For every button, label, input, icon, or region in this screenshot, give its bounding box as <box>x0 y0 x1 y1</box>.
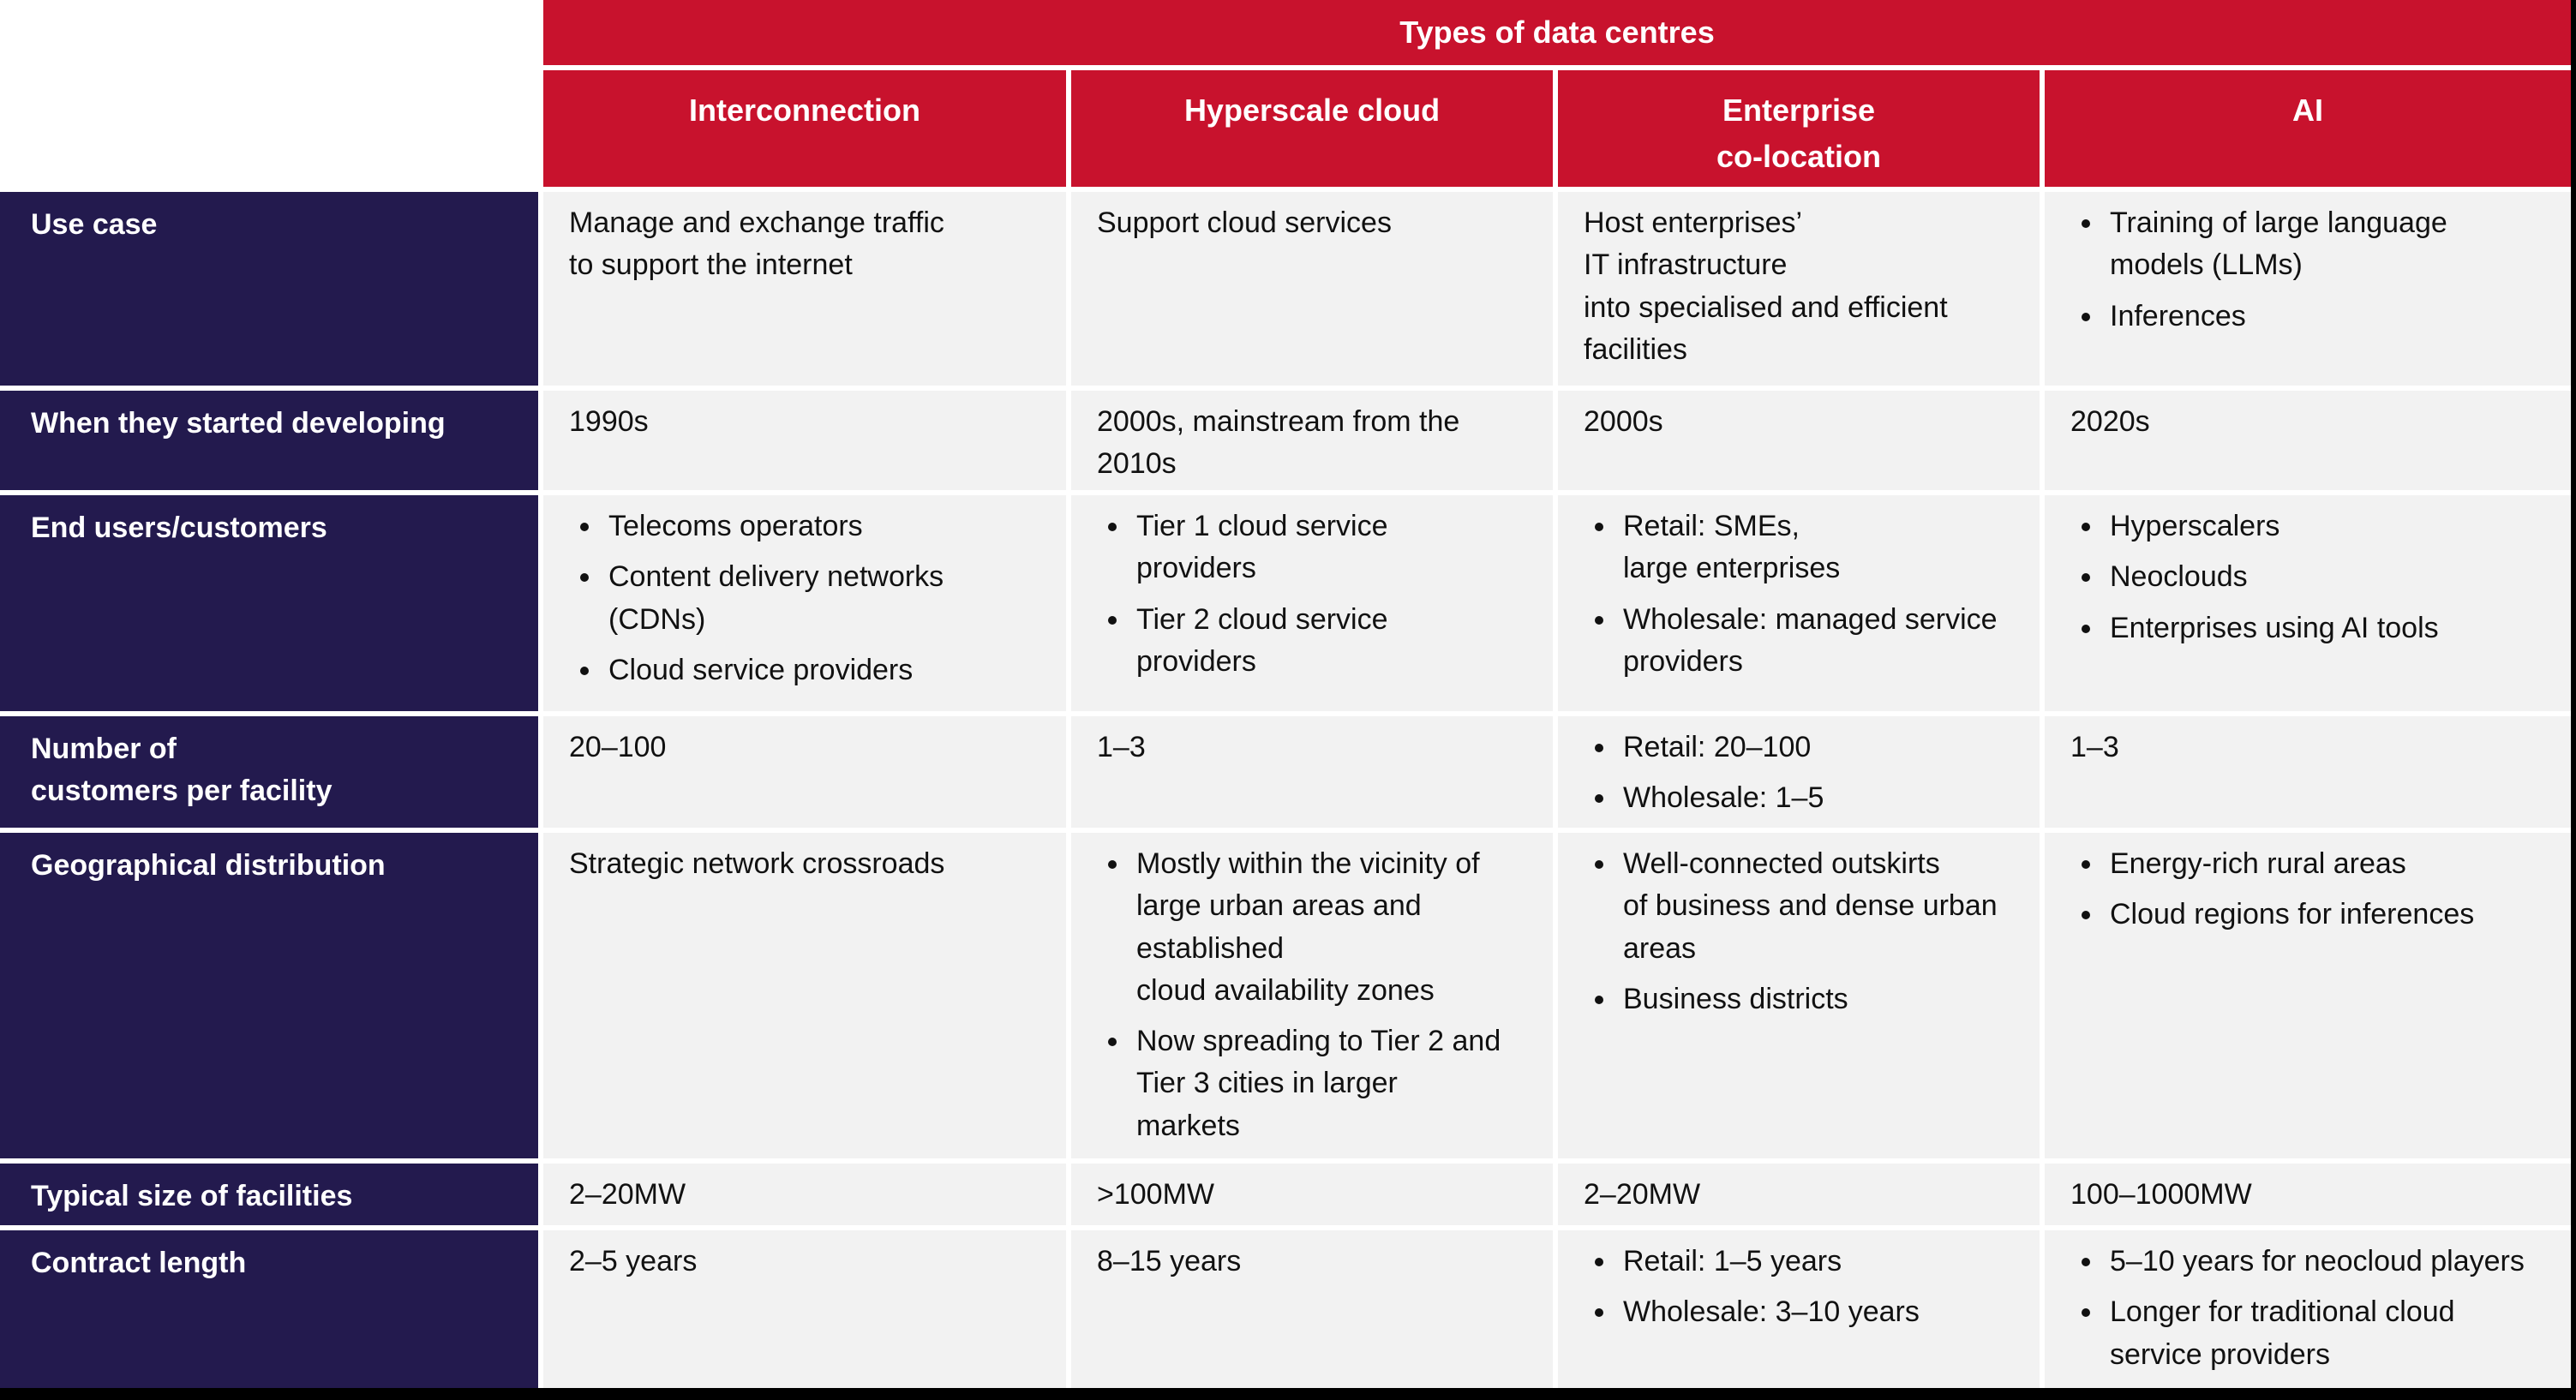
row-label: Geographical distribution <box>0 833 538 1158</box>
bullet-item: Neoclouds <box>2105 556 2547 598</box>
cell-text: 8–15 years <box>1097 1245 1242 1277</box>
table-cell: Training of large language models (LLMs)… <box>2045 192 2571 386</box>
table-cell: Well-connected outskirts of business and… <box>1558 833 2040 1158</box>
bullet-item: Training of large language models (LLMs) <box>2105 202 2547 287</box>
table-cell: 100–1000MW <box>2045 1164 2571 1225</box>
bullet-item: Longer for traditional cloud service pro… <box>2105 1291 2547 1376</box>
table-cell: 1–3 <box>1071 716 1553 828</box>
table-cell: 2000s, mainstream from the 2010s <box>1071 391 1553 490</box>
bullet-list: Energy-rich rural areas Cloud regions for… <box>2070 843 2547 936</box>
column-header-ai: AI <box>2045 70 2571 187</box>
bullet-item: Wholesale: 3–10 years <box>1618 1291 2016 1333</box>
table-cell: Support cloud services <box>1071 192 1553 386</box>
bullet-item: Mostly within the vicinity of large urba… <box>1131 843 1529 1012</box>
table-cell: Strategic network crossroads <box>543 833 1066 1158</box>
bullet-item: Telecoms operators <box>603 506 1042 547</box>
table-cell: 5–10 years for neocloud players Longer fo… <box>2045 1230 2571 1388</box>
bullet-item: Now spreading to Tier 2 and Tier 3 citie… <box>1131 1020 1529 1147</box>
table-cell: Manage and exchange traffic to support t… <box>543 192 1066 386</box>
cell-text: 2000s, mainstream from the 2010s <box>1097 405 1460 481</box>
bullet-item: Wholesale: managed service providers <box>1618 599 2016 684</box>
bullet-item: Retail: 20–100 <box>1618 727 2016 769</box>
bullet-list: Hyperscalers Neoclouds Enterprises using A… <box>2070 506 2547 649</box>
row-label: Number of customers per facility <box>0 716 538 828</box>
bullet-item: Inferences <box>2105 296 2547 338</box>
bullet-item: Cloud regions for inferences <box>2105 894 2547 936</box>
table-cell: 2000s <box>1558 391 2040 490</box>
corner-spacer <box>0 0 538 187</box>
table-cell: 20–100 <box>543 716 1066 828</box>
table-cell: 2020s <box>2045 391 2571 490</box>
bullet-item: Wholesale: 1–5 <box>1618 777 2016 819</box>
table-title: Types of data centres <box>543 0 2571 65</box>
table-cell: Energy-rich rural areas Cloud regions for… <box>2045 833 2571 1158</box>
bullet-item: Business districts <box>1618 978 2016 1020</box>
bullet-list: 5–10 years for neocloud players Longer fo… <box>2070 1241 2547 1376</box>
row-label: Use case <box>0 192 538 386</box>
cell-text: 1–3 <box>2070 731 2119 763</box>
cell-text: 2–20MW <box>569 1178 686 1211</box>
row-label: Typical size of facilities <box>0 1164 538 1225</box>
cell-text: Strategic network crossroads <box>569 847 945 880</box>
bullet-list: Training of large language models (LLMs)… <box>2070 202 2547 338</box>
bullet-list: Telecoms operators Content delivery netwo… <box>569 506 1042 691</box>
table-cell: 2–5 years <box>543 1230 1066 1388</box>
cell-text: 2000s <box>1584 405 1663 438</box>
cell-text: 2–5 years <box>569 1245 698 1277</box>
column-header-hyperscale-cloud: Hyperscale cloud <box>1071 70 1553 187</box>
bullet-list: Retail: 1–5 years Wholesale: 3–10 years <box>1584 1241 2016 1334</box>
bullet-item: Cloud service providers <box>603 649 1042 691</box>
table-cell: 2–20MW <box>1558 1164 2040 1225</box>
table-cell: Telecoms operators Content delivery netwo… <box>543 495 1066 711</box>
cell-text: 2020s <box>2070 405 2150 438</box>
table-cell: >100MW <box>1071 1164 1553 1225</box>
table-cell: 1–3 <box>2045 716 2571 828</box>
cell-text: Host enterprises’ IT infrastructure into… <box>1584 206 1948 366</box>
bullet-item: Tier 1 cloud service providers <box>1131 506 1529 590</box>
bullet-item: 5–10 years for neocloud players <box>2105 1241 2547 1283</box>
bullet-list: Well-connected outskirts of business and… <box>1584 843 2016 1020</box>
table-right-border <box>2571 0 2576 1400</box>
table-cell: 2–20MW <box>543 1164 1066 1225</box>
cell-text: 100–1000MW <box>2070 1178 2252 1211</box>
cell-text: Support cloud services <box>1097 206 1392 239</box>
table-cell: Tier 1 cloud service providers Tier 2 clo… <box>1071 495 1553 711</box>
table-cell: Retail: SMEs, large enterprises Wholesale… <box>1558 495 2040 711</box>
bullet-item: Retail: SMEs, large enterprises <box>1618 506 2016 590</box>
cell-text: 1–3 <box>1097 731 1146 763</box>
cell-text: 2–20MW <box>1584 1178 1701 1211</box>
bullet-list: Retail: 20–100 Wholesale: 1–5 <box>1584 727 2016 820</box>
row-label: Contract length <box>0 1230 538 1388</box>
bullet-item: Enterprises using AI tools <box>2105 607 2547 649</box>
row-label: When they started developing <box>0 391 538 490</box>
row-label: End users/customers <box>0 495 538 711</box>
column-header-interconnection: Interconnection <box>543 70 1066 187</box>
table-cell: 8–15 years <box>1071 1230 1553 1388</box>
bullet-item: Hyperscalers <box>2105 506 2547 547</box>
column-header-enterprise-co-location: Enterprise co-location <box>1558 70 2040 187</box>
cell-text: >100MW <box>1097 1178 1214 1211</box>
cell-text: 20–100 <box>569 731 667 763</box>
table-cell: Host enterprises’ IT infrastructure into… <box>1558 192 2040 386</box>
bullet-item: Energy-rich rural areas <box>2105 843 2547 885</box>
bullet-list: Tier 1 cloud service providers Tier 2 clo… <box>1097 506 1529 683</box>
bullet-item: Retail: 1–5 years <box>1618 1241 2016 1283</box>
table-cell: Retail: 1–5 years Wholesale: 3–10 years <box>1558 1230 2040 1388</box>
table-cell: 1990s <box>543 391 1066 490</box>
bullet-item: Tier 2 cloud service providers <box>1131 599 1529 684</box>
bullet-item: Content delivery networks (CDNs) <box>603 556 1042 641</box>
bullet-list: Retail: SMEs, large enterprises Wholesale… <box>1584 506 2016 683</box>
table-cell: Hyperscalers Neoclouds Enterprises using A… <box>2045 495 2571 711</box>
cell-text: Manage and exchange traffic to support t… <box>569 206 944 282</box>
cell-text: 1990s <box>569 405 649 438</box>
table-cell: Mostly within the vicinity of large urba… <box>1071 833 1553 1158</box>
table-bottom-border <box>0 1388 2576 1400</box>
table-cell: Retail: 20–100 Wholesale: 1–5 <box>1558 716 2040 828</box>
bullet-item: Well-connected outskirts of business and… <box>1618 843 2016 970</box>
bullet-list: Mostly within the vicinity of large urba… <box>1097 843 1529 1147</box>
